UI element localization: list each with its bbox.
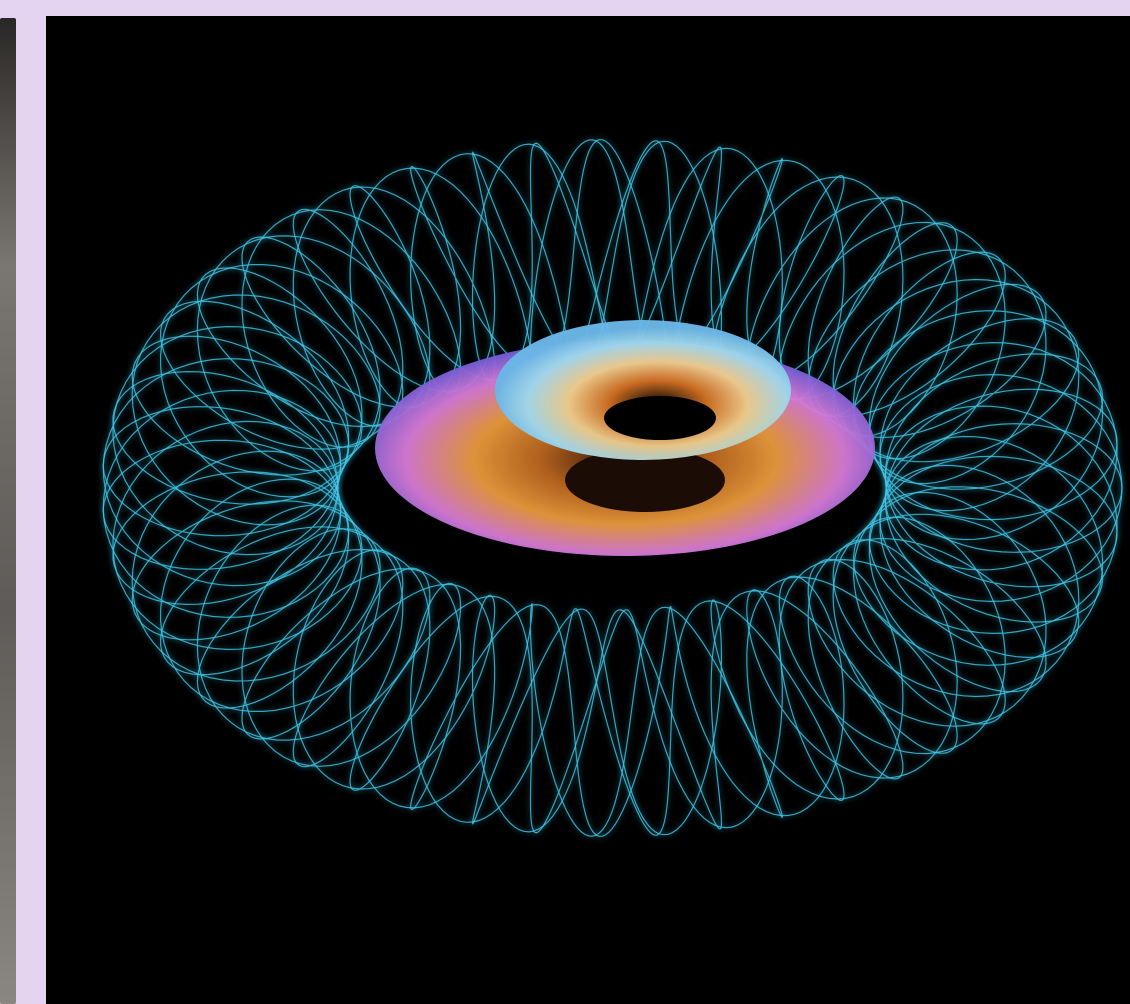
upper-ring <box>495 320 791 460</box>
mesh-strand <box>102 139 1118 836</box>
thumbnail-left[interactable] <box>0 18 16 1004</box>
mesh-strand <box>102 140 1118 837</box>
glowing-disc <box>375 320 875 556</box>
disc-hole <box>565 448 725 512</box>
ring-hole <box>604 396 716 440</box>
